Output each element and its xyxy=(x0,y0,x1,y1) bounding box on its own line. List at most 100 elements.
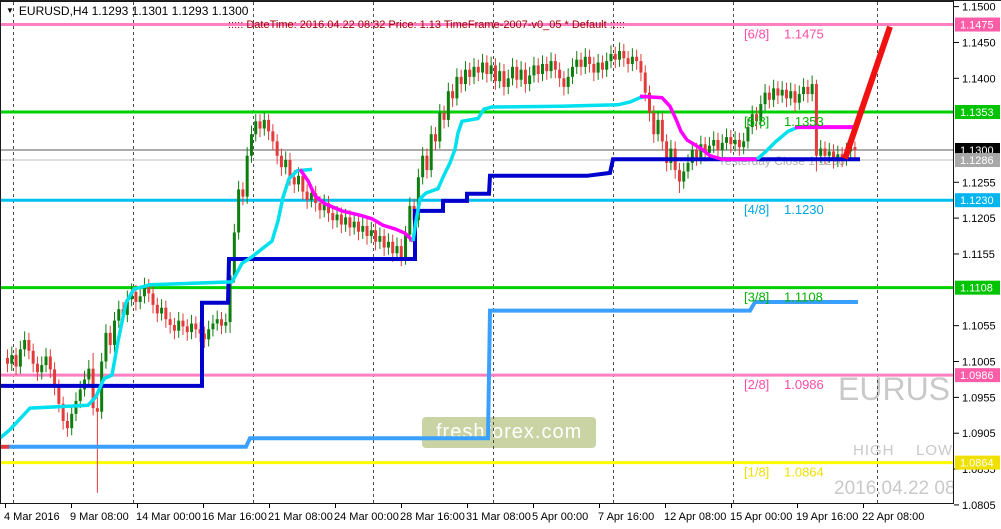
candle-body xyxy=(519,69,523,80)
candle-body xyxy=(241,189,245,197)
time-tick-label: 7 Apr 16:00 xyxy=(598,511,654,523)
candle-body xyxy=(643,72,647,93)
candle-body xyxy=(716,139,720,151)
candle-body xyxy=(759,104,763,122)
candle-body xyxy=(536,65,540,74)
candle-body xyxy=(789,91,793,99)
candle-body xyxy=(767,92,771,100)
candle-body xyxy=(515,66,519,80)
candle-body xyxy=(65,421,69,429)
candle-body xyxy=(720,142,724,151)
candle-body xyxy=(164,307,168,320)
candle-body xyxy=(579,59,583,67)
candle-body xyxy=(305,191,309,201)
candle-body xyxy=(215,319,219,324)
candle-body xyxy=(596,62,600,73)
support-step-slow xyxy=(9,300,858,449)
timestamp-watermark: 2016.04.22 08:32 xyxy=(834,478,982,499)
price-tick-label: 1.1450 xyxy=(962,37,996,49)
candle-body xyxy=(297,175,301,185)
price-box-label: 1.1230 xyxy=(960,195,994,207)
price-tick-label: 1.0905 xyxy=(962,428,996,440)
price-tick-label: 1.0955 xyxy=(962,392,996,404)
candle-body xyxy=(677,170,681,182)
indicator-header-line: ::::: DateTime: 2016.04.22 08:32 Price: … xyxy=(228,19,626,31)
candle-body xyxy=(382,236,386,248)
candle-body xyxy=(292,177,296,185)
candle-body xyxy=(814,84,818,156)
candle-body xyxy=(395,246,399,254)
candle-body xyxy=(35,363,39,373)
candle-body xyxy=(155,304,159,314)
candle-body xyxy=(583,56,587,67)
candle-body xyxy=(763,92,767,105)
candle-body xyxy=(386,241,390,248)
murrey-label-value: 1.0864 xyxy=(784,465,824,480)
candle-body xyxy=(489,65,493,74)
symbol-quote-line: ▼ EURUSD,H4 1.1293 1.1301 1.1293 1.1300 xyxy=(6,4,248,18)
trend-ma-down-1 xyxy=(298,168,415,243)
candle-body xyxy=(506,78,510,87)
price-tick-label: 1.1400 xyxy=(962,73,996,85)
price-axis-bg xyxy=(954,1,1001,529)
candle-body xyxy=(408,205,412,235)
candle-body xyxy=(207,329,211,340)
candle-body xyxy=(254,121,258,135)
price-tick-label: 1.1155 xyxy=(962,249,995,261)
candle-body xyxy=(622,51,626,59)
candle-body xyxy=(703,144,707,153)
candle-body xyxy=(446,91,450,120)
candle-body xyxy=(91,368,95,409)
time-tick-label: 9 Mar 08:00 xyxy=(70,511,129,523)
candle-body xyxy=(451,91,455,99)
murrey-label-name: [5/8] xyxy=(744,114,769,129)
time-tick-label: 15 Apr 00:00 xyxy=(730,511,792,523)
candle-body xyxy=(434,134,437,142)
candle-body xyxy=(442,112,446,120)
plot-border xyxy=(0,1,954,504)
candle-body xyxy=(776,88,780,96)
candle-body xyxy=(87,368,91,380)
murrey-label-name: [3/8] xyxy=(744,290,769,305)
candle-body xyxy=(840,154,844,159)
candle-body xyxy=(232,232,236,276)
candle-body xyxy=(177,320,181,331)
candle-body xyxy=(652,112,656,135)
candle-body xyxy=(511,66,515,79)
candle-body xyxy=(421,155,425,178)
candle-body xyxy=(275,141,279,156)
chart-marker-icon: ▼ xyxy=(6,6,14,15)
candle-body xyxy=(134,291,138,303)
time-tick-label: 21 Mar 08:00 xyxy=(268,511,333,523)
candle-body xyxy=(523,69,527,85)
candle-body xyxy=(344,217,348,225)
price-box-10986 xyxy=(955,368,1000,383)
candle-body xyxy=(288,160,292,178)
candle-body xyxy=(558,69,562,79)
price-box-label: 1.1108 xyxy=(960,283,993,295)
price-box-11286 xyxy=(955,153,1000,168)
price-tick-label: 1.1205 xyxy=(962,213,996,225)
candle-body xyxy=(746,127,750,142)
candle-body xyxy=(356,221,360,232)
price-tick-label: 1.0805 xyxy=(962,500,996,512)
candle-body xyxy=(660,119,664,142)
candle-body xyxy=(665,141,669,163)
candle-body xyxy=(348,217,352,228)
candle-body xyxy=(318,203,322,211)
price-box-label: 1.1475 xyxy=(960,20,994,32)
candle-body xyxy=(14,355,18,367)
candle-body xyxy=(772,88,776,100)
price-box-label: 1.0986 xyxy=(960,370,994,382)
candle-body xyxy=(712,139,716,146)
candle-body xyxy=(70,413,74,429)
candle-body xyxy=(279,155,283,168)
candle-body xyxy=(6,357,9,364)
candle-body xyxy=(707,145,711,153)
candle-body xyxy=(648,92,651,113)
candle-body xyxy=(151,293,155,305)
candle-body xyxy=(284,160,288,168)
candle-body xyxy=(245,155,249,197)
murrey-label-value: 1.1475 xyxy=(784,27,824,42)
